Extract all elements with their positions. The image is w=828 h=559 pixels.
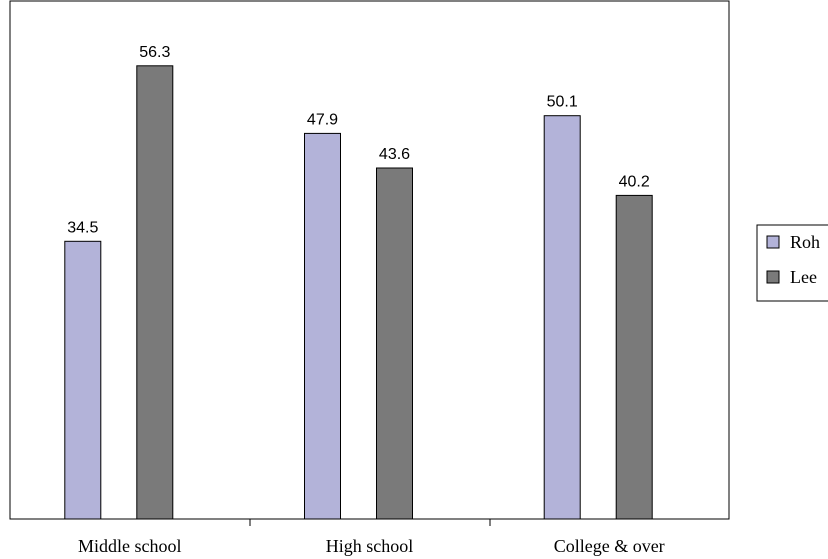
category-label: Middle school: [78, 536, 182, 556]
category-labels: Middle school High school College & over: [78, 536, 665, 556]
bar-value-label: 47.9: [307, 111, 338, 128]
bar-value-label: 34.5: [67, 219, 98, 236]
legend-swatch-lee: [766, 270, 780, 284]
bar-value-label: 43.6: [379, 146, 410, 163]
bar-roh-0: [64, 240, 102, 520]
bar-value-label: 50.1: [547, 94, 578, 111]
plot-area: [9, 0, 730, 520]
bar-value-label: 40.2: [619, 173, 650, 190]
bar-value-label: 56.3: [139, 44, 170, 61]
category-label: College & over: [554, 536, 665, 556]
legend: Roh Lee: [756, 224, 828, 302]
bar-lee-0: [136, 65, 174, 520]
bars-group: [64, 65, 653, 520]
bar-lee-2: [615, 194, 653, 520]
bar-roh-2: [543, 115, 581, 520]
legend-label-roh: Roh: [790, 232, 820, 252]
category-label: High school: [326, 536, 414, 556]
legend-label-lee: Lee: [790, 267, 817, 287]
legend-swatch-roh: [766, 235, 780, 249]
bar-lee-1: [376, 167, 413, 520]
bar-value-labels: 34.5 56.3 47.9 43.6 50.1 40.2: [67, 44, 650, 237]
bar-roh-1: [304, 132, 341, 520]
